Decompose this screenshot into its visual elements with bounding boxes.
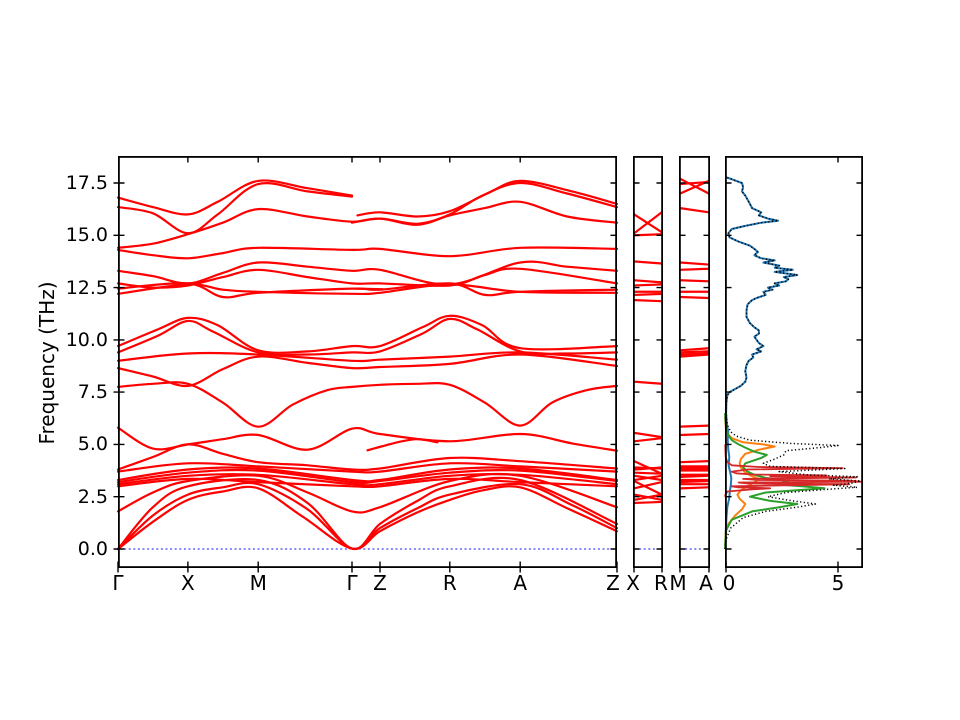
kpoint-label: R [654,571,668,595]
y-tick-label: 2.5 [77,485,108,508]
y-tick-label: 10.0 [65,328,108,351]
kpoint-label: Z [373,571,387,595]
kpoint-label: A [513,571,528,595]
ma-segment-panel [678,155,711,573]
kpoint-label: M [249,571,267,595]
y-tick-label: 7.5 [77,381,108,404]
y-tick-label: 5.0 [77,433,108,456]
dos-red [724,444,862,497]
kpoint-label: 5 [831,571,845,595]
xr-segment-panel [632,155,664,573]
kpoint-label: 0 [722,571,736,595]
kpoint-label: X [181,571,195,595]
kpoint-label: Γ [112,571,124,595]
y-axis-title: Frequency (THz) [35,281,59,445]
band-structure-panel [113,155,619,573]
kpoint-label: Γ [346,571,358,595]
kpoint-label: A [699,571,713,595]
y-tick-label: 15.0 [65,224,108,247]
kpoint-label: X [626,571,640,595]
dos-total [724,176,862,550]
kpoint-label: Z [606,571,620,595]
dos-panel [724,155,863,573]
y-tick-label: 0.0 [77,538,108,560]
kpoint-label: R [442,571,457,595]
kpoint-label: M [669,571,687,595]
y-tick-label: 12.5 [65,276,108,299]
y-tick-label: 17.5 [65,172,108,194]
